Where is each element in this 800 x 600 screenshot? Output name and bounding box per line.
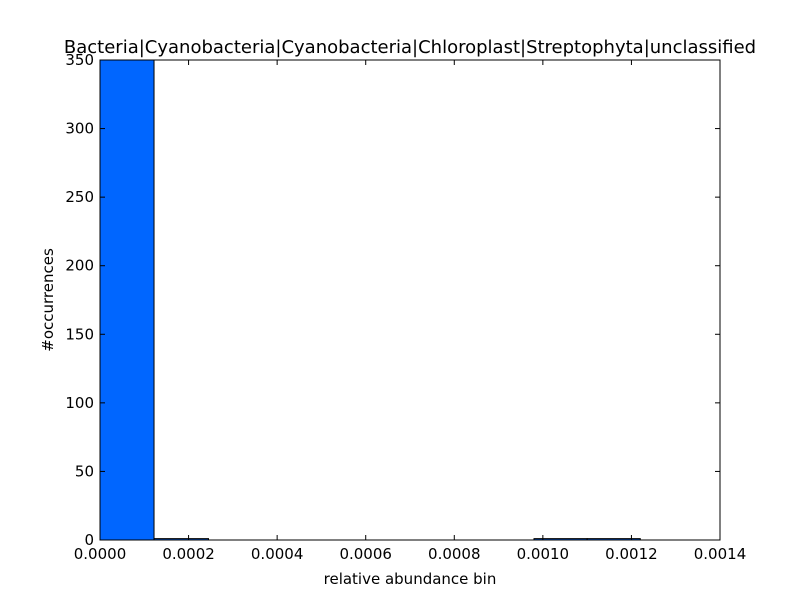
x-tick-label-1: 0.0002 <box>162 545 215 563</box>
y-tick-label-6: 300 <box>65 120 94 138</box>
y-tick-label-5: 250 <box>65 188 94 206</box>
chart-title: Bacteria|Cyanobacteria|Cyanobacteria|Chl… <box>64 37 756 58</box>
y-tick-label-2: 100 <box>65 394 94 412</box>
y-tick-label-1: 50 <box>75 462 94 480</box>
x-tick-label-3: 0.0006 <box>339 545 392 563</box>
x-tick-label-0: 0.0000 <box>74 545 127 563</box>
ticks-group: 0.0000 0.0002 0.0004 0.0006 0.0008 0.0010 0.00… <box>65 51 746 563</box>
x-tick-label-2: 0.0004 <box>251 545 304 563</box>
plot-frame <box>99 59 721 541</box>
bars-group <box>99 59 641 541</box>
y-tick-label-3: 150 <box>65 325 94 343</box>
y-tick-label-4: 200 <box>65 257 94 275</box>
y-tick-label-7: 350 <box>65 51 94 69</box>
y-axis-label: #occurrences <box>39 248 57 352</box>
x-tick-label-7: 0.0014 <box>694 545 747 563</box>
x-tick-label-4: 0.0008 <box>428 545 481 563</box>
y-tick-label-0: 0 <box>84 531 94 549</box>
x-tick-label-6: 0.0012 <box>605 545 658 563</box>
x-tick-label-5: 0.0010 <box>517 545 570 563</box>
x-axis-label: relative abundance bin <box>324 570 497 588</box>
histogram-bar-0 <box>99 59 155 541</box>
